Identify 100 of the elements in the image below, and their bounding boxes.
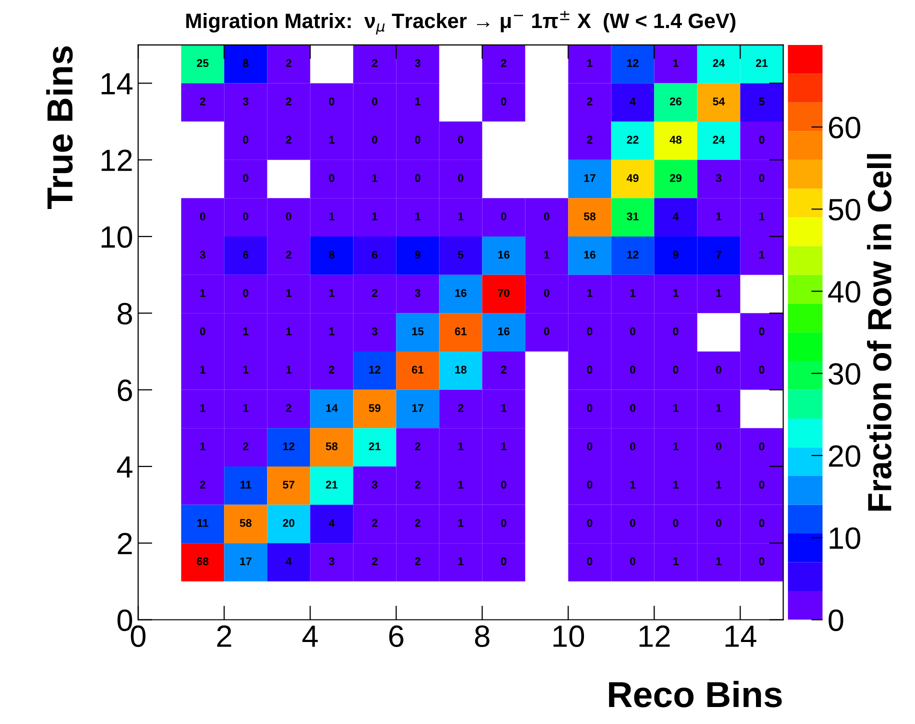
data-label: 1	[673, 289, 679, 297]
data-label: 0	[587, 366, 592, 374]
data-label: 58	[240, 519, 252, 527]
data-label: 3	[414, 289, 420, 297]
data-label: 21	[368, 442, 381, 450]
data-label: 61	[412, 366, 424, 374]
data-label: 0	[501, 480, 506, 489]
data-label: 1	[329, 212, 334, 220]
y-tick-label: 10	[102, 226, 132, 248]
x-tick-label: 12	[640, 625, 670, 647]
color-bar-label: 40	[828, 280, 860, 303]
data-label: 0	[415, 136, 420, 144]
data-label: 7	[716, 250, 722, 259]
data-label: 4	[286, 557, 292, 566]
data-label: 1	[759, 250, 765, 259]
y-tick-label: 8	[118, 302, 132, 325]
data-label: 1	[458, 480, 464, 488]
y-tick-label: 0	[118, 609, 132, 632]
data-label: 0	[501, 557, 506, 566]
chart-title: Migration Matrix: ν$_{μ}$ Tracker → μ$^{−}$ 1π$^{±}$ X (W < 1.4 GeV)	[186, 10, 736, 34]
x-tick-label: 8	[475, 625, 490, 648]
data-label: 2	[372, 289, 378, 297]
data-label: 0	[501, 212, 506, 220]
data-label: 2	[458, 404, 464, 412]
data-label: 1	[673, 59, 679, 67]
data-label: 3	[414, 59, 420, 68]
data-label: 0	[587, 327, 592, 336]
data-label: 1	[673, 442, 679, 450]
data-label: 0	[673, 327, 678, 336]
data-label: 0	[544, 327, 550, 336]
data-label: 0	[759, 136, 764, 144]
color-bar-label: 30	[828, 363, 860, 385]
data-label: 1	[673, 404, 679, 412]
data-label: 2	[286, 250, 292, 259]
data-label: 1	[458, 442, 464, 450]
data-label: 2	[200, 480, 206, 488]
x-axis-title: Reco Bins	[609, 680, 782, 708]
data-label: 0	[759, 442, 764, 450]
data-label: 0	[759, 480, 764, 489]
data-label: 3	[328, 557, 334, 566]
color-bar-title: Fraction of Row in Cell	[866, 154, 892, 511]
y-axis-title: True Bins	[46, 46, 73, 210]
data-label: 3	[200, 250, 206, 259]
data-label: 0	[716, 519, 722, 527]
data-label: 1	[673, 480, 679, 488]
data-label: 1	[630, 289, 636, 297]
data-label: 4	[672, 212, 679, 220]
data-label: 16	[584, 250, 596, 259]
data-label: 0	[458, 174, 464, 182]
data-label: 2	[501, 59, 506, 67]
data-label: 0	[501, 97, 506, 106]
y-tick-label: 6	[118, 380, 132, 402]
data-label: 1	[458, 212, 464, 220]
data-label: 0	[587, 442, 592, 450]
data-label: 0	[415, 174, 420, 182]
data-label: 0	[759, 174, 764, 182]
data-label: 0	[673, 519, 678, 527]
data-label: 12	[627, 250, 638, 259]
data-label: 2	[242, 442, 248, 450]
data-label: 20	[282, 519, 294, 527]
data-label: 0	[587, 557, 592, 566]
data-label: 0	[587, 480, 592, 489]
color-bar-label: 60	[829, 116, 860, 138]
data-label: 1	[200, 366, 206, 374]
data-label: 48	[670, 136, 682, 144]
data-label: 1	[415, 212, 420, 220]
data-label: 1	[286, 328, 292, 336]
data-label: 0	[759, 366, 764, 374]
data-label: 16	[455, 289, 466, 297]
color-bar-label: 0	[828, 609, 844, 632]
data-label: 1	[673, 557, 679, 566]
data-label: 1	[544, 250, 550, 259]
data-label: 4	[328, 519, 335, 527]
data-label: 14	[326, 404, 338, 412]
data-label: 1	[329, 328, 334, 336]
x-tick-label: 2	[217, 625, 232, 647]
data-label: 54	[712, 98, 725, 106]
data-label: 3	[242, 97, 248, 106]
data-label: 70	[498, 289, 510, 297]
data-label: 29	[670, 174, 682, 182]
data-label: 8	[328, 250, 334, 259]
data-label: 1	[286, 366, 292, 374]
data-label: 2	[372, 59, 378, 67]
data-label: 1	[716, 404, 722, 412]
data-label: 2	[414, 442, 420, 450]
data-label: 2	[414, 480, 420, 488]
data-label: 0	[329, 97, 334, 106]
data-label: 2	[286, 404, 292, 412]
data-label: 12	[369, 366, 380, 374]
data-label: 0	[243, 174, 248, 182]
data-label: 1	[716, 212, 722, 220]
data-label: 9	[414, 250, 420, 259]
data-label: 26	[670, 97, 682, 106]
data-label: 0	[759, 327, 764, 336]
data-label: 21	[756, 59, 768, 67]
data-label: 0	[587, 404, 592, 412]
data-label: 1	[286, 289, 292, 297]
data-label: 1	[243, 366, 248, 374]
data-label: 1	[587, 59, 592, 67]
data-label: 11	[198, 519, 208, 527]
